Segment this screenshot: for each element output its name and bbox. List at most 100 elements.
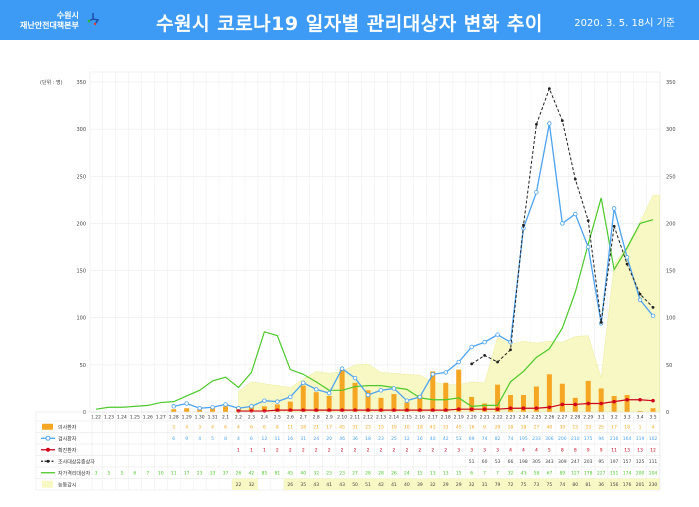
table-cell-highlight xyxy=(491,478,505,490)
y-tick-label-right: 150 xyxy=(666,269,676,275)
point-tested-patients xyxy=(586,244,591,250)
y-tick-label-right: 100 xyxy=(666,316,676,322)
table-cell: 23 xyxy=(197,471,203,477)
x-tick-label: 3.5 xyxy=(649,415,656,421)
point-tested-patients xyxy=(624,255,630,260)
bar-suspected-patients xyxy=(508,395,514,412)
point-tested-patients xyxy=(391,386,397,391)
logo-line1: 수원시 xyxy=(56,11,79,20)
point-confirmed-patients xyxy=(547,405,552,410)
legend-label: 능동감시 xyxy=(58,481,76,488)
point-tested-patients xyxy=(262,398,267,403)
point-tested-patients xyxy=(573,211,578,217)
table-cell-highlight xyxy=(232,478,245,490)
table-cell: 16 xyxy=(417,436,423,442)
table-cell-highlight xyxy=(478,478,492,490)
table-cell: 3 xyxy=(95,471,98,477)
table-cell: 2 xyxy=(328,448,331,454)
x-tick-label: 2.13 xyxy=(376,415,386,421)
x-tick-label: 3.2 xyxy=(611,415,618,421)
bar-suspected-patients xyxy=(365,390,371,412)
table-cell: 4 xyxy=(237,425,240,431)
unit-label: (단위 : 명) xyxy=(40,79,63,86)
legend-label: 조사대상유증상자 xyxy=(58,458,95,465)
table-cell: 74 xyxy=(482,436,488,442)
table-cell: 1 xyxy=(237,448,240,454)
bar-suspected-patients xyxy=(210,408,216,412)
table-cell-highlight xyxy=(361,478,375,490)
table-cell: 60 xyxy=(482,459,488,465)
bar-suspected-patients xyxy=(469,396,475,412)
table-cell-highlight xyxy=(594,478,608,490)
table-cell-highlight xyxy=(529,478,543,490)
table-cell: 305 xyxy=(532,459,541,465)
point-tested-patients xyxy=(352,375,358,381)
point-symptomatic-investigation xyxy=(586,219,590,223)
table-cell: 46 xyxy=(339,436,345,442)
table-cell: 3 xyxy=(457,448,460,454)
legend-label: 자가격리대상자 xyxy=(58,470,91,477)
point-confirmed-patients xyxy=(651,398,655,403)
table-cell: 51 xyxy=(469,459,475,465)
table-cell: 43 xyxy=(430,425,436,431)
x-tick-label: 1.29 xyxy=(182,415,192,421)
table-cell: 119 xyxy=(636,436,645,442)
logo: 수원시 재난안전대책본부 xyxy=(20,11,79,31)
table-cell: 26 xyxy=(287,482,293,488)
point-tested-patients xyxy=(171,404,176,409)
bar-suspected-patients xyxy=(261,406,267,412)
table-cell: 50 xyxy=(352,482,358,488)
point-confirmed-patients xyxy=(573,402,578,407)
table-cell: 18 xyxy=(624,425,630,431)
table-cell: 32 xyxy=(313,471,319,477)
x-tick-label: 3.4 xyxy=(636,415,643,421)
x-tick-label: 2.5 xyxy=(274,415,281,421)
table-cell: 18 xyxy=(365,436,371,442)
table-cell: 203 xyxy=(584,459,593,465)
x-tick-label: 3.1 xyxy=(598,415,605,421)
x-tick-label: 2.19 xyxy=(454,415,464,421)
table-cell: 16 xyxy=(287,436,293,442)
table-cell-highlight xyxy=(283,478,297,490)
table-cell: 309 xyxy=(558,459,567,465)
table-cell: 81 xyxy=(274,471,280,477)
table-cell: 2 xyxy=(341,448,344,454)
table-cell: 102 xyxy=(649,436,658,442)
table-cell: 45 xyxy=(456,425,462,431)
table-cell: 2 xyxy=(315,448,318,454)
table-cell-highlight xyxy=(607,478,621,490)
x-tick-label: 2.23 xyxy=(505,415,515,421)
table-cell: 5 xyxy=(211,436,214,442)
x-tick-label: 1.23 xyxy=(104,415,114,421)
table-cell: 6 xyxy=(172,436,175,442)
table-cell: 66 xyxy=(508,459,514,465)
table-cell-highlight xyxy=(413,478,427,490)
table-cell: 8 xyxy=(224,436,227,442)
point-confirmed-patients xyxy=(340,408,344,412)
point-tested-patients xyxy=(365,392,371,398)
legend-key-marker xyxy=(46,459,50,463)
x-tick-label: 2.3 xyxy=(248,415,255,421)
table-cell: 156 xyxy=(610,482,619,488)
table-cell: 200 xyxy=(558,436,567,442)
point-tested-patients xyxy=(547,121,552,126)
point-confirmed-patients xyxy=(612,399,616,404)
x-tick-label: 1.25 xyxy=(130,415,140,421)
table-cell: 74 xyxy=(559,482,565,488)
x-tick-label: 2.29 xyxy=(583,415,593,421)
x-tick-label: 2.9 xyxy=(326,415,333,421)
table-cell: 45 xyxy=(287,471,293,477)
x-tick-label: 2.18 xyxy=(441,415,451,421)
table-cell: 1 xyxy=(263,448,266,454)
table-cell: 12 xyxy=(650,448,656,454)
x-tick-label: 1.27 xyxy=(156,415,166,421)
table-cell-highlight xyxy=(516,478,530,490)
table-cell: 4 xyxy=(211,425,214,431)
legend-key-marker xyxy=(45,435,51,441)
y-tick-label-right: 200 xyxy=(666,221,676,227)
x-tick-label: 2.16 xyxy=(415,415,425,421)
table-cell: 41 xyxy=(326,482,332,488)
point-tested-patients xyxy=(650,313,656,319)
legend-label: 의사환자 xyxy=(58,424,77,431)
point-tested-patients xyxy=(456,359,461,365)
